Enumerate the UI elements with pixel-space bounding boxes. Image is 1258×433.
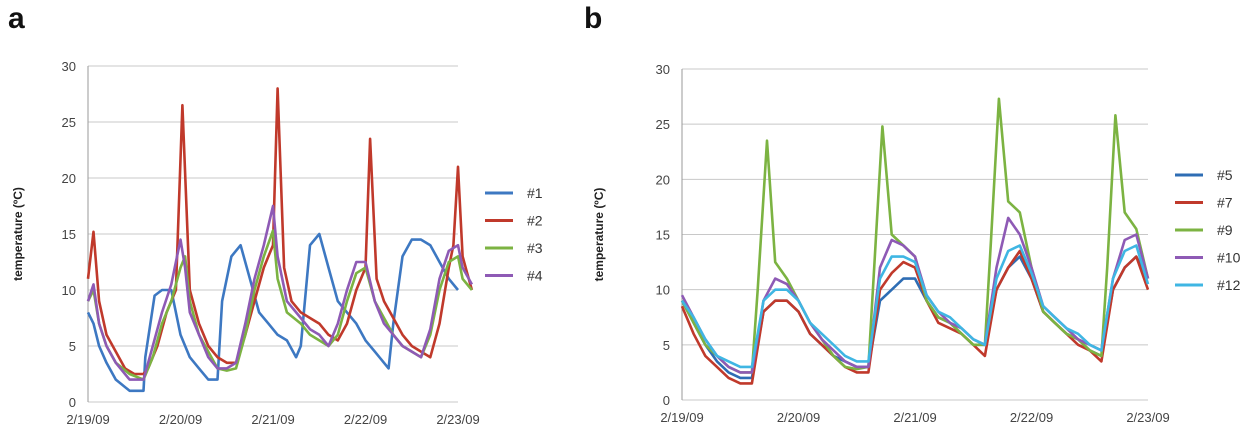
- y-tick-label: 10: [656, 283, 670, 298]
- legend-label: #12: [1217, 277, 1241, 293]
- legend-label: #5: [1217, 167, 1233, 183]
- series-line-n7: [680, 249, 1150, 385]
- x-tick-label: 2/19/09: [66, 412, 109, 427]
- y-tick-label: 20: [656, 172, 670, 187]
- series-line-n4: [86, 204, 474, 381]
- x-tick-label: 2/21/09: [251, 412, 294, 427]
- x-tick-label: 2/20/09: [159, 412, 202, 427]
- y-tick-label: 15: [62, 227, 76, 242]
- y-tick-label: 25: [62, 115, 76, 130]
- y-tick-label: 5: [663, 338, 670, 353]
- y-tick-label: 30: [656, 62, 670, 77]
- x-tick-label: 2/20/09: [777, 410, 820, 425]
- chart-panel-a: 0 5 10 15 20 25 30 2/19/09 2/20/09 2/21/09 2/22/09…: [11, 59, 543, 427]
- y-tick-label: 5: [69, 339, 76, 354]
- y-tick-label: 10: [62, 283, 76, 298]
- legend-label: #3: [527, 240, 543, 256]
- y-tick-label: 25: [656, 117, 670, 132]
- legend-label: #7: [1217, 195, 1233, 211]
- x-tick-label: 2/19/09: [660, 410, 703, 425]
- panel-label-b: b: [584, 2, 603, 35]
- series-line-n9: [680, 97, 1150, 374]
- legend-label: #4: [527, 268, 543, 284]
- legend-label: #10: [1217, 250, 1241, 266]
- x-tick-label: 2/22/09: [1010, 410, 1053, 425]
- legend-label: #9: [1217, 222, 1233, 238]
- x-tick-label: 2/22/09: [344, 412, 387, 427]
- y-tick-label: 30: [62, 59, 76, 74]
- x-tick-label: 2/23/09: [436, 412, 479, 427]
- chart-panel-b: 0 5 10 15 20 25 30 2/19/09 2/20/09 2/21/09 2/22/09…: [592, 62, 1241, 425]
- x-tick-label: 2/21/09: [893, 410, 936, 425]
- x-tick-label: 2/23/09: [1126, 410, 1169, 425]
- y-axis-label: temperature (ºC): [592, 188, 606, 282]
- y-tick-label: 0: [69, 395, 76, 410]
- y-tick-label: 15: [656, 228, 670, 243]
- series-line-n12: [680, 244, 1150, 369]
- series-line-n10: [680, 216, 1150, 374]
- legend-label: #1: [527, 185, 543, 201]
- y-axis-label: temperature (ºC): [11, 187, 25, 281]
- y-tick-label: 20: [62, 171, 76, 186]
- series-line-n2: [86, 87, 474, 376]
- panel-label-a: a: [8, 2, 25, 35]
- y-tick-label: 0: [663, 393, 670, 408]
- series-line-n1: [86, 232, 460, 393]
- legend-label: #2: [527, 213, 543, 229]
